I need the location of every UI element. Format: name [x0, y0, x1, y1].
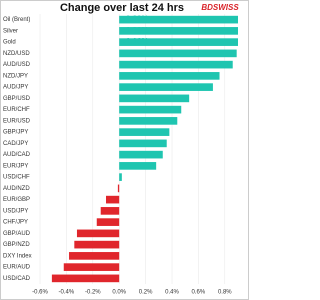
- y-tick-label: AUD/CAD: [3, 152, 31, 158]
- y-tick-label: Silver: [3, 28, 18, 34]
- value-label: +1.99%: [121, 26, 148, 35]
- bar: [119, 27, 238, 35]
- bar: [119, 49, 237, 58]
- bar: [119, 94, 190, 103]
- bar: [119, 139, 167, 148]
- bar: [51, 274, 120, 283]
- y-tick-label: AUD/JPY: [3, 85, 28, 91]
- bar: [76, 229, 120, 238]
- y-tick-label: USD/CHF: [3, 175, 30, 181]
- y-tick-label: EUR/CHF: [3, 107, 30, 113]
- chart: Change over last 24 hrs BDSWISS -0.6% -0.…: [0, 0, 249, 300]
- bar: [119, 83, 213, 91]
- y-tick-label: GBP/AUD: [3, 231, 31, 237]
- y-tick-label: CAD/JPY: [3, 141, 28, 147]
- y-tick-label: Oil (Brent): [3, 17, 30, 23]
- y-tick-label: AUD/USD: [3, 62, 31, 68]
- y-tick-label: EUR/JPY: [3, 163, 28, 169]
- x-tick-label: 0.8%: [218, 290, 232, 296]
- y-tick-label: AUD/NZD: [3, 186, 30, 192]
- y-tick-label: DXY Index: [3, 253, 32, 259]
- y-tick-label: EUR/GBP: [3, 197, 30, 203]
- bar: [69, 252, 120, 260]
- y-tick-label: USD/CAD: [3, 276, 31, 282]
- bar: [119, 72, 220, 80]
- logo: BDSWISS: [201, 3, 239, 12]
- bar: [119, 60, 233, 69]
- y-tick-label: NZD/USD: [3, 51, 30, 57]
- x-tick-label: 0.2%: [139, 290, 153, 296]
- x-tick-label: 0.0%: [112, 290, 126, 296]
- bar: [96, 218, 120, 226]
- bar: [119, 117, 178, 125]
- bar: [119, 38, 238, 46]
- bar: [117, 184, 120, 193]
- x-tick-label: 0.4%: [165, 290, 179, 296]
- bar: [119, 150, 163, 159]
- x-tick-label: -0.2%: [85, 290, 101, 296]
- x-tick-label: -0.4%: [59, 290, 75, 296]
- value-label: +1.16%: [121, 37, 148, 46]
- bar: [119, 128, 170, 136]
- value-label: +2.39%: [121, 15, 148, 24]
- bar: [119, 105, 182, 114]
- y-tick-label: USD/JPY: [3, 208, 28, 214]
- y-tick-label: GBP/USD: [3, 96, 31, 102]
- y-tick-label: CHF/JPY: [3, 220, 28, 226]
- bar: [119, 173, 122, 181]
- y-tick-label: Gold: [3, 40, 16, 46]
- x-tick-label: -0.6%: [32, 290, 48, 296]
- bar: [74, 240, 120, 249]
- y-tick-label: EUR/AUD: [3, 265, 31, 271]
- y-tick-label: EUR/USD: [3, 118, 31, 124]
- y-tick-label: NZD/JPY: [3, 73, 28, 79]
- bar: [119, 162, 157, 170]
- bar: [100, 207, 120, 215]
- bar: [106, 195, 120, 204]
- chart-title: Change over last 24 hrs: [60, 2, 184, 14]
- bar: [119, 15, 238, 24]
- y-tick-label: GBP/NZD: [3, 242, 30, 248]
- bar: [63, 263, 120, 271]
- x-tick-label: 0.6%: [192, 290, 206, 296]
- y-tick-label: GBP/JPY: [3, 130, 28, 136]
